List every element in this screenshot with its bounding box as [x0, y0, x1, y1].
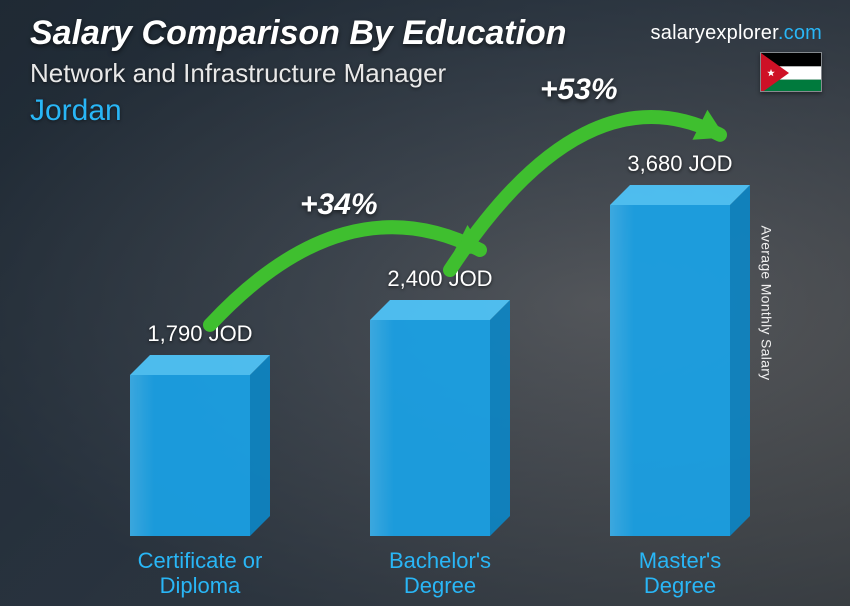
increase-percent-label: +53% — [540, 73, 618, 107]
bar — [610, 205, 750, 536]
bar-group: 3,680 JODMaster'sDegree — [610, 140, 770, 536]
bar-value-label: 2,400 JOD — [340, 266, 540, 292]
bar-category-label: Certificate orDiploma — [90, 548, 310, 599]
bar-category-label: Master'sDegree — [570, 548, 790, 599]
bar-value-label: 3,680 JOD — [580, 151, 780, 177]
bar-category-label: Bachelor'sDegree — [330, 548, 550, 599]
page-title: Salary Comparison By Education — [30, 14, 567, 53]
bar — [130, 375, 270, 536]
site-watermark: salaryexplorer.com — [651, 22, 822, 45]
salary-bar-chart: 1,790 JODCertificate orDiploma 2,400 JODB… — [60, 140, 780, 536]
increase-percent-label: +34% — [300, 188, 378, 222]
infographic-canvas: Salary Comparison By Education Network a… — [0, 0, 850, 606]
job-title: Network and Infrastructure Manager — [30, 58, 446, 89]
site-name: salaryexplorer — [651, 22, 778, 44]
bar — [370, 320, 510, 536]
country-flag-icon — [760, 52, 822, 92]
country-name: Jordan — [30, 94, 122, 128]
bar-value-label: 1,790 JOD — [100, 321, 300, 347]
site-domain: .com — [778, 22, 822, 44]
bar-group: 2,400 JODBachelor'sDegree — [370, 140, 530, 536]
bar-group: 1,790 JODCertificate orDiploma — [130, 140, 290, 536]
